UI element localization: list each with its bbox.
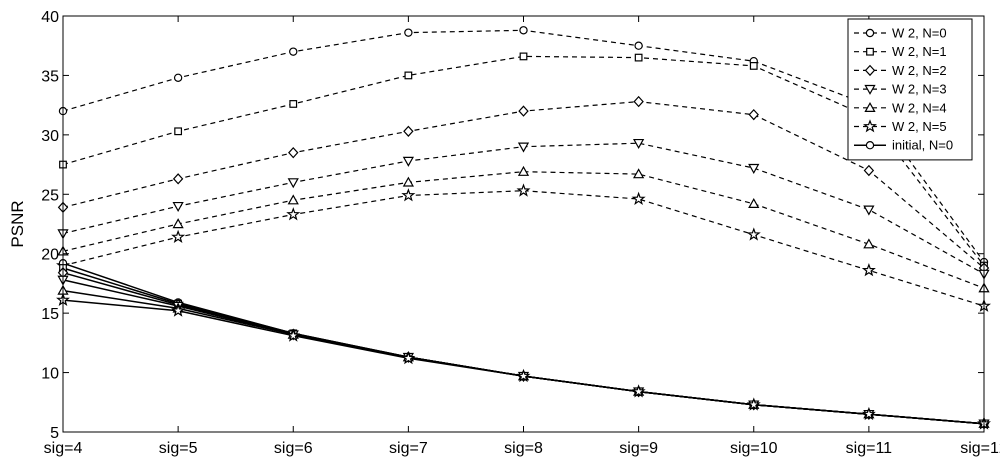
series-3 bbox=[57, 138, 990, 280]
legend-marker bbox=[863, 119, 877, 133]
data-point-s0-p2 bbox=[289, 47, 298, 56]
data-point-s3-p1 bbox=[172, 201, 184, 212]
legend-label: initial, N=0 bbox=[892, 138, 953, 153]
data-point-s11-p1 bbox=[171, 303, 186, 317]
data-point-s1-p5 bbox=[634, 53, 643, 62]
x-tick-label: sig=8 bbox=[504, 440, 543, 457]
x-tick-label: sig=12 bbox=[960, 440, 1000, 457]
data-point-s4-p5 bbox=[633, 168, 645, 179]
data-point-s3-p7 bbox=[863, 205, 875, 216]
legend-item: W 2, N=4 bbox=[854, 100, 947, 115]
legend-label: W 2, N=3 bbox=[892, 82, 947, 97]
legend-item: W 2, N=3 bbox=[854, 82, 947, 97]
data-point-s11-p7 bbox=[861, 406, 876, 421]
data-point-s0-p1 bbox=[173, 73, 183, 83]
legend-marker bbox=[864, 84, 876, 95]
x-tick-label: sig=6 bbox=[274, 440, 313, 457]
data-point-s1-p6 bbox=[749, 62, 758, 70]
axes-ticks: 5 10 15 20 25 30 35 40 sig=4 sig=5 sig=6 sig=7 sig=8… bbox=[41, 9, 1000, 457]
data-point-s2-p3 bbox=[403, 125, 414, 137]
series-line-5 bbox=[62, 190, 985, 307]
data-point-s11-p6 bbox=[746, 397, 761, 411]
data-point-s4-p3 bbox=[402, 176, 414, 187]
data-point-s2-p1 bbox=[172, 173, 184, 185]
y-tick-label: 25 bbox=[41, 187, 59, 204]
x-tick-label: sig=11 bbox=[846, 440, 893, 457]
y-tick-label: 35 bbox=[41, 68, 59, 85]
data-point-s4-p7 bbox=[863, 238, 875, 249]
legend-label: W 2, N=0 bbox=[892, 26, 947, 41]
y-tick-label: 15 bbox=[41, 306, 59, 323]
legend-marker bbox=[865, 28, 875, 38]
legend-marker bbox=[866, 47, 874, 56]
series-line-4 bbox=[62, 171, 985, 289]
legend: W 2, N=0 W 2, N=1 W 2, N=2 W 2, N=3 W 2, N=4… bbox=[847, 18, 973, 161]
legend-marker bbox=[864, 64, 876, 77]
x-tick-label: sig=10 bbox=[730, 440, 778, 457]
data-point-s1-p4 bbox=[519, 52, 528, 61]
data-point-s2-p4 bbox=[518, 105, 529, 117]
legend-label: W 2, N=2 bbox=[892, 63, 947, 78]
legend-marker bbox=[864, 101, 876, 113]
data-point-s5-p6 bbox=[746, 227, 761, 241]
data-point-s11-p5 bbox=[631, 384, 646, 398]
data-point-s3-p2 bbox=[287, 178, 299, 189]
data-point-s11-p2 bbox=[286, 328, 301, 342]
data-point-s3-p3 bbox=[402, 156, 414, 167]
data-point-s5-p2 bbox=[286, 207, 301, 221]
data-point-s2-p2 bbox=[288, 146, 299, 159]
data-point-s4-p1 bbox=[172, 218, 184, 229]
legend-label: W 2, N=1 bbox=[892, 44, 947, 59]
data-point-s2-p6 bbox=[748, 108, 759, 121]
data-point-s0-p4 bbox=[519, 26, 528, 35]
data-point-s1-p1 bbox=[174, 127, 183, 136]
y-tick-label: 10 bbox=[41, 366, 59, 383]
data-point-s11-p4 bbox=[516, 368, 531, 383]
data-point-s2-p7 bbox=[863, 164, 875, 177]
data-point-s5-p3 bbox=[401, 188, 416, 202]
data-point-s4-p2 bbox=[287, 194, 299, 205]
data-point-s1-p2 bbox=[289, 100, 298, 108]
legend-label: W 2, N=4 bbox=[892, 100, 947, 115]
data-point-s11-p3 bbox=[401, 350, 416, 365]
legend-item: W 2, N=2 bbox=[854, 63, 947, 78]
x-tick-label: sig=4 bbox=[44, 440, 83, 457]
legend-label: W 2, N=5 bbox=[892, 119, 947, 134]
y-tick-label: 20 bbox=[41, 247, 59, 264]
data-point-s5-p7 bbox=[861, 263, 876, 277]
data-point-s3-p4 bbox=[517, 142, 530, 153]
data-point-s4-p4 bbox=[517, 165, 530, 176]
y-tick-label: 40 bbox=[41, 9, 59, 26]
data-point-s0-p3 bbox=[404, 28, 413, 37]
data-point-s5-p5 bbox=[631, 191, 646, 206]
data-point-s2-p5 bbox=[633, 95, 644, 108]
x-tick-label: sig=9 bbox=[619, 440, 658, 457]
legend-item: W 2, N=0 bbox=[854, 26, 947, 41]
data-point-s3-p5 bbox=[633, 138, 645, 150]
data-point-s1-p3 bbox=[404, 71, 413, 80]
data-point-s3-p6 bbox=[748, 163, 760, 174]
data-point-s4-p6 bbox=[748, 197, 760, 208]
x-tick-label: sig=5 bbox=[159, 440, 198, 457]
data-point-s5-p4 bbox=[516, 183, 531, 197]
legend-marker bbox=[865, 140, 875, 150]
legend-item: initial, N=0 bbox=[854, 138, 953, 153]
legend-item: W 2, N=5 bbox=[854, 119, 947, 134]
plot-area-background bbox=[63, 16, 984, 432]
y-axis-label: PSNR bbox=[8, 200, 27, 247]
x-tick-label: sig=7 bbox=[389, 440, 428, 457]
legend-item: W 2, N=1 bbox=[854, 44, 947, 59]
data-point-s5-p1 bbox=[171, 229, 186, 244]
y-tick-label: 30 bbox=[41, 128, 59, 145]
data-point-s0-p5 bbox=[634, 41, 643, 50]
y-tick-label: 5 bbox=[50, 425, 59, 442]
series-layer bbox=[56, 26, 991, 430]
